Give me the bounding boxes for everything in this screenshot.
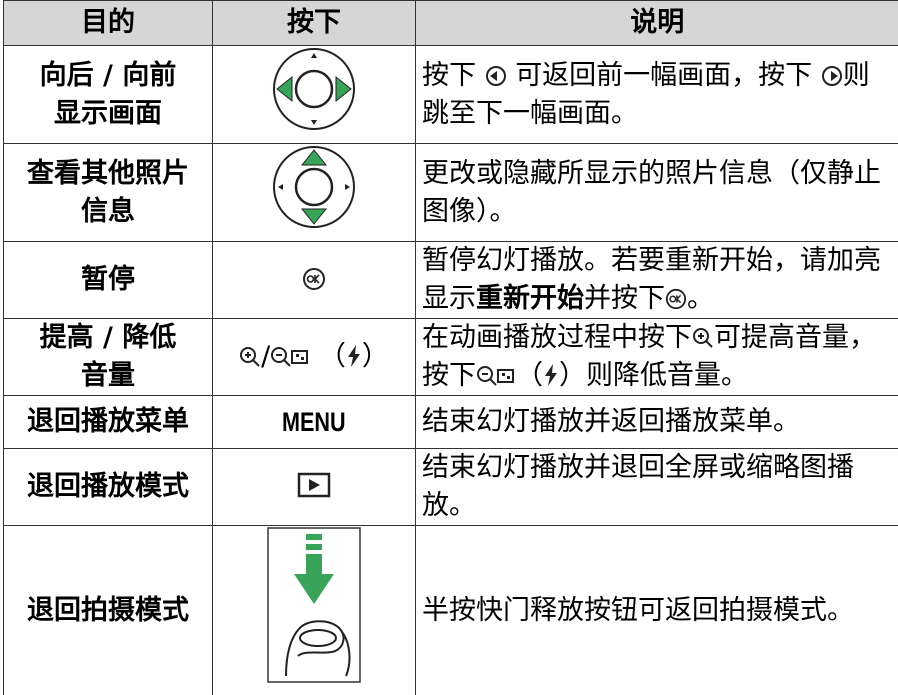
menu-label: MENU (282, 403, 346, 441)
text: 重新开始 (476, 283, 584, 314)
text: / (261, 341, 270, 372)
row: 暂停 暂停幻灯播放。若要重新开始，请加亮显示重新开始并按下。 (4, 242, 898, 319)
text: 在动画播放过程中按下 (422, 322, 692, 353)
text: 退回拍摄模式 (4, 592, 212, 630)
page: body{margin:0;width:898px;height:657px;o… (0, 0, 898, 657)
text: 向后 / 向前 (4, 57, 212, 95)
playback-icon (297, 472, 331, 498)
text: 结束幻灯播放并退回全屏或缩略图播放。 (422, 452, 854, 521)
text: 暂停 (4, 261, 212, 299)
zoom-in-icon (239, 346, 261, 368)
text: 音量 (4, 357, 212, 395)
purpose: 退回播放模式 (4, 449, 213, 526)
text: 半按快门释放按钮可返回拍摄模式。 (422, 595, 854, 626)
zoom-out-icon (270, 346, 310, 368)
button: / （ ） (213, 319, 416, 396)
text: ） (362, 341, 389, 372)
text: 退回播放菜单 (4, 403, 212, 441)
flash-icon (543, 363, 559, 387)
description: 半按快门释放按钮可返回拍摄模式。 (416, 526, 898, 695)
table: 目的 按下 说明 向后 / 向前显示画面 按下 可返回前一幅画面，按下 则跳至下… (3, 0, 898, 695)
header-cell: 按下 (213, 1, 416, 46)
purpose: 提高 / 降低音量 (4, 319, 213, 396)
text: 按下 (422, 60, 476, 91)
text: 查看其他照片 (4, 155, 212, 193)
row: 退回播放菜单 MENU 结束幻灯播放并返回播放菜单。 (4, 396, 898, 449)
text: ）则降低音量。 (559, 360, 748, 391)
purpose: 退回播放菜单 (4, 396, 213, 449)
text: 并按下 (584, 283, 665, 314)
description: 按下 可返回前一幅画面，按下 则跳至下一幅画面。 (416, 46, 898, 144)
right-icon (821, 65, 843, 87)
ok-icon (665, 288, 687, 310)
button (213, 144, 416, 242)
header-row: 目的 按下 说明 (4, 1, 898, 46)
description: 更改或隐藏所显示的照片信息（仅静止图像）。 (416, 144, 898, 242)
description: 结束幻灯播放并退回全屏或缩略图播放。 (416, 449, 898, 526)
button (213, 46, 416, 144)
text: 显示画面 (4, 95, 212, 133)
text: （ (319, 341, 346, 372)
text: 结束幻灯播放并返回播放菜单。 (422, 406, 800, 437)
button (213, 242, 416, 319)
zoom-out-icon (476, 365, 516, 387)
multi-selector-icon (269, 144, 359, 230)
ok-icon (302, 267, 326, 291)
header-cell: 目的 (4, 1, 213, 46)
purpose: 查看其他照片信息 (4, 144, 213, 242)
text: 提高 / 降低 (4, 319, 212, 357)
flash-icon (346, 344, 362, 368)
text: 。 (687, 283, 714, 314)
row: 查看其他照片信息 更改或隐藏所显示的照片信息（仅静止图像）。 (4, 144, 898, 242)
multi-selector-icon (269, 46, 359, 132)
button (213, 526, 416, 695)
body: {"table":{"header":["目的","按下","说明"], "ro… (0, 0, 898, 657)
header-cell: 说明 (416, 1, 898, 46)
row: 退回播放模式 结束幻灯播放并退回全屏或缩略图播放。 (4, 449, 898, 526)
button: MENU (213, 396, 416, 449)
text: 信息 (4, 193, 212, 231)
row: 提高 / 降低音量 / （） 在动画播放过程中按下可提高音量，按下（）则降低音量… (4, 319, 898, 396)
row: 向后 / 向前显示画面 按下 可返回前一幅画面，按下 则跳至下一幅画面。 (4, 46, 898, 144)
button (213, 449, 416, 526)
description: 在动画播放过程中按下可提高音量，按下（）则降低音量。 (416, 319, 898, 396)
purpose: 暂停 (4, 242, 213, 319)
shutter-icon (266, 526, 362, 684)
text: 更改或隐藏所显示的照片信息（仅静止图像）。 (422, 158, 881, 227)
purpose: 向后 / 向前显示画面 (4, 46, 213, 144)
text: （ (516, 360, 543, 391)
description: 暂停幻灯播放。若要重新开始，请加亮显示重新开始并按下。 (416, 242, 898, 319)
purpose: 退回拍摄模式 (4, 526, 213, 695)
row: 退回拍摄模式 半按快门释放按钮可返回拍摄模式。 (4, 526, 898, 695)
text: 可返回前一幅画面，按下 (515, 60, 812, 91)
text: 退回播放模式 (4, 468, 212, 506)
zoom-in-icon (692, 327, 714, 349)
left-icon (485, 65, 507, 87)
description: 结束幻灯播放并返回播放菜单。 (416, 396, 898, 449)
